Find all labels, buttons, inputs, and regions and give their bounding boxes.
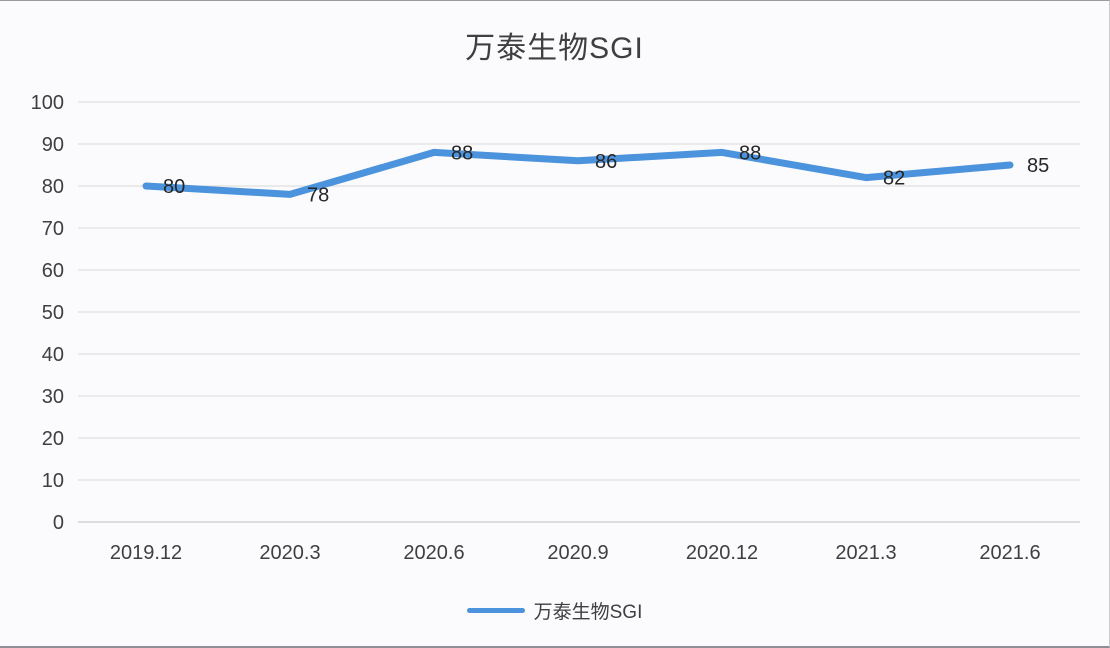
y-tick-label: 30 <box>42 386 64 408</box>
x-tick-label: 2020.6 <box>403 542 464 564</box>
y-tick-label: 50 <box>42 302 64 324</box>
x-tick-label: 2021.3 <box>835 542 896 564</box>
data-label: 80 <box>163 176 185 198</box>
data-label: 85 <box>1027 155 1049 177</box>
x-tick-label: 2021.6 <box>979 542 1040 564</box>
data-label: 82 <box>883 168 905 190</box>
y-tick-label: 80 <box>42 176 64 198</box>
legend-label: 万泰生物SGI <box>533 602 643 623</box>
line-chart: 0 10 20 30 40 50 60 70 80 90 100 2019.12 2020.3 2020.… <box>31 92 1080 564</box>
legend: 万泰生物SGI <box>0 597 1109 624</box>
y-tick-label: 10 <box>42 470 64 492</box>
y-tick-label: 40 <box>42 344 64 366</box>
x-tick-label: 2020.12 <box>686 542 758 564</box>
x-tick-label: 2019.12 <box>110 542 182 564</box>
data-label: 88 <box>451 142 473 164</box>
data-label: 88 <box>739 142 761 164</box>
x-tick-label: 2020.3 <box>259 542 320 564</box>
chart-title: 万泰生物SGI <box>465 32 644 65</box>
y-tick-label: 20 <box>42 428 64 450</box>
y-tick-label: 100 <box>31 92 64 114</box>
data-label: 78 <box>307 184 329 206</box>
data-label: 86 <box>595 151 617 173</box>
x-tick-label: 2020.9 <box>547 542 608 564</box>
series-line <box>142 148 1014 198</box>
y-tick-label: 90 <box>42 134 64 156</box>
y-tick-label: 0 <box>53 512 64 534</box>
legend-line-swatch <box>466 608 525 613</box>
y-tick-label: 60 <box>42 260 64 282</box>
y-tick-label: 70 <box>42 218 64 240</box>
